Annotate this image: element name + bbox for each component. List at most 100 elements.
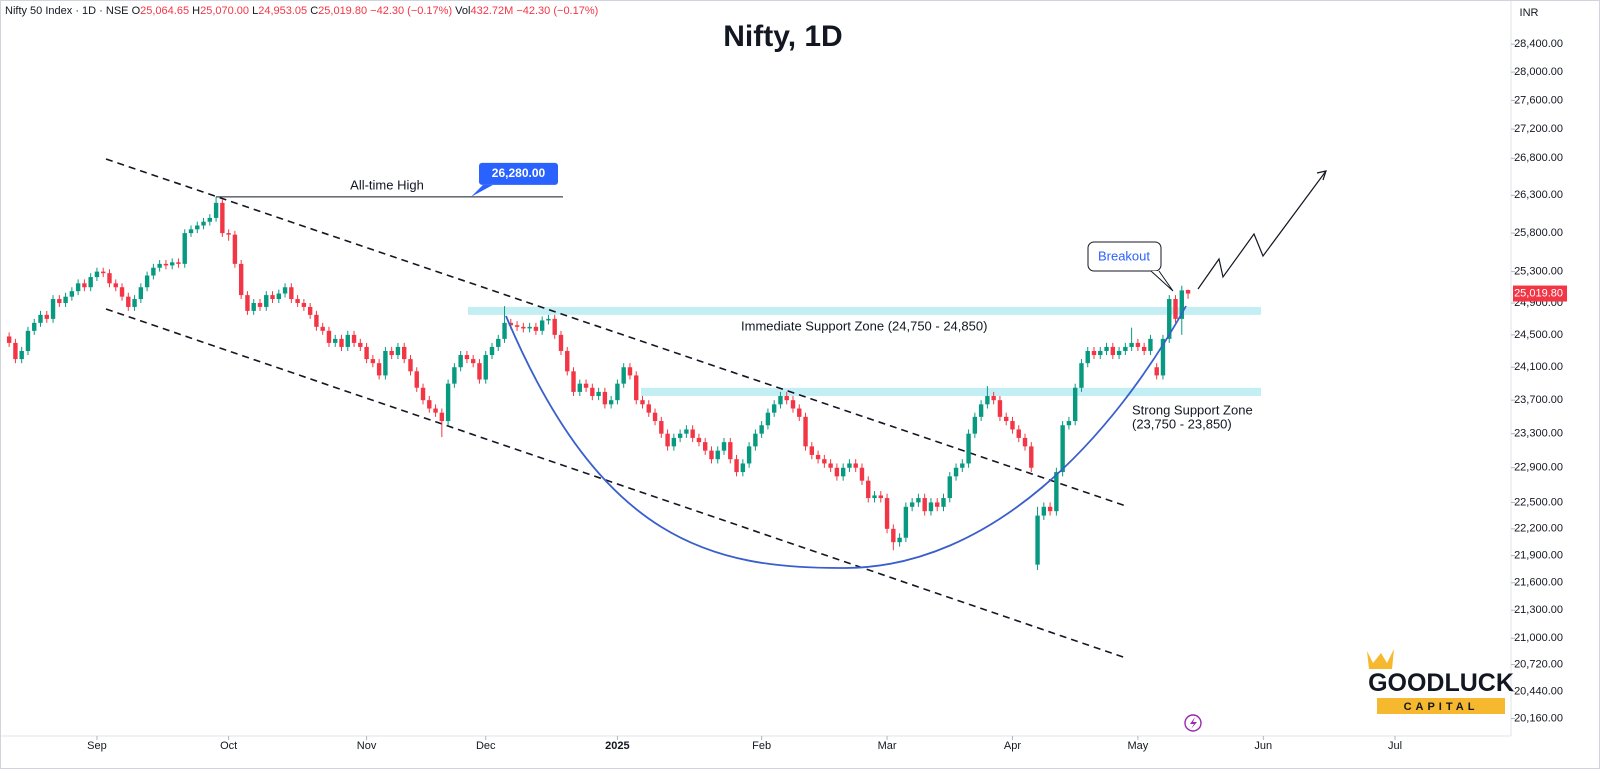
candle-body: [659, 421, 664, 434]
candle-body: [615, 383, 620, 401]
candle-body: [771, 404, 777, 413]
candle-body: [709, 450, 714, 460]
candle-body: [94, 271, 100, 278]
candle-body: [44, 314, 49, 319]
candle-body: [282, 287, 288, 294]
candle-body: [13, 342, 18, 360]
candle-body: [590, 387, 595, 397]
candle-body: [552, 318, 557, 335]
candle-body: [947, 476, 952, 499]
y-tick-label: 20,720.00: [1514, 659, 1563, 671]
candle-body: [351, 334, 357, 343]
candle-body: [452, 367, 457, 384]
candle-body: [960, 463, 965, 468]
breakout-pointer: [1150, 270, 1174, 292]
candle-body: [1185, 290, 1191, 294]
ath-tag: [479, 162, 558, 185]
candle-body: [847, 463, 852, 468]
candle-body: [565, 350, 570, 372]
ath-tag-pointer: [471, 184, 493, 197]
candle-body: [496, 338, 501, 347]
candle-body: [1123, 346, 1128, 351]
candle-body: [684, 429, 689, 434]
candle-body: [270, 295, 275, 300]
candle-body: [803, 416, 808, 447]
candle-body: [220, 202, 225, 234]
candle-body: [75, 283, 81, 292]
y-tick-label: 22,500.00: [1514, 496, 1563, 508]
y-tick-label: 20,160.00: [1514, 712, 1563, 724]
candle-body: [721, 442, 727, 451]
ath-text: All-time High: [350, 177, 424, 192]
y-tick-label: 23,700.00: [1514, 394, 1563, 406]
candle-body: [778, 396, 783, 405]
candle-body: [157, 263, 162, 268]
candle-body: [571, 371, 576, 392]
candle-body: [63, 296, 68, 303]
breakout-label: Breakout: [1098, 248, 1150, 263]
candle-body: [1047, 506, 1053, 512]
candle-body: [420, 387, 426, 401]
candle-body: [514, 325, 520, 327]
candle-body: [502, 322, 507, 339]
candle-body: [546, 318, 551, 321]
candle-body: [144, 275, 150, 288]
ohlc-key: L: [252, 5, 259, 17]
candle-body: [25, 330, 31, 351]
y-tick-label: 23,300.00: [1514, 428, 1563, 440]
candle-body: [1066, 421, 1072, 426]
ohlc-value: 25,064.65: [140, 5, 190, 17]
candle-body: [38, 314, 43, 323]
y-tick-label: 22,900.00: [1514, 462, 1563, 474]
candle-body: [753, 433, 758, 447]
candle-body: [1129, 342, 1134, 347]
candle-body: [113, 283, 118, 288]
candle-body: [1116, 350, 1122, 356]
candle-body: [345, 334, 350, 347]
candle-body: [339, 338, 344, 347]
volume-change: −42.30 (−0.17%): [516, 5, 599, 17]
zone-label: Immediate Support Zone (24,750 - 24,850): [741, 318, 987, 333]
candle-body: [264, 295, 269, 307]
candle-body: [991, 396, 996, 401]
x-tick-label: Jun: [1254, 740, 1272, 752]
candle-body: [1072, 387, 1078, 422]
candle-body: [489, 346, 495, 356]
ohlc-key: O: [131, 5, 141, 17]
candle-body: [163, 263, 169, 266]
ohlc-value: 25,019.80: [318, 5, 368, 17]
candle-body: [866, 480, 871, 499]
candle-body: [690, 429, 695, 438]
candle-body: [395, 346, 401, 356]
candle-body: [928, 502, 934, 512]
candle-body: [903, 506, 909, 538]
candle-body: [1141, 346, 1147, 351]
x-tick-label: Jul: [1388, 740, 1402, 752]
candle-body: [358, 342, 363, 347]
y-tick-label: 26,800.00: [1514, 152, 1563, 164]
candle-body: [364, 346, 369, 360]
candle-body: [985, 396, 990, 405]
candle-body: [790, 400, 796, 409]
candle-body: [408, 359, 413, 372]
channel-lower: [105, 308, 1127, 659]
candle-body: [1016, 429, 1021, 438]
candle-body: [6, 336, 12, 343]
x-tick-label: Mar: [878, 740, 897, 752]
projection-arrowhead: [1316, 170, 1327, 181]
candle-body: [1179, 290, 1184, 319]
candle-body: [696, 437, 702, 443]
candle-body: [50, 299, 56, 319]
symbol: Nifty 50 Index · 1D · NSE: [5, 5, 129, 17]
y-tick-label: 26,300.00: [1514, 189, 1563, 201]
candle-body: [477, 363, 482, 380]
candle-body: [809, 446, 815, 455]
candle-body: [1035, 515, 1040, 565]
ath-tag-label: 26,280.00: [492, 166, 546, 180]
candle-body: [602, 391, 608, 405]
candle-body: [176, 262, 181, 264]
candle-body: [608, 400, 614, 405]
candle-body: [997, 400, 1003, 417]
candle-body: [596, 391, 601, 397]
